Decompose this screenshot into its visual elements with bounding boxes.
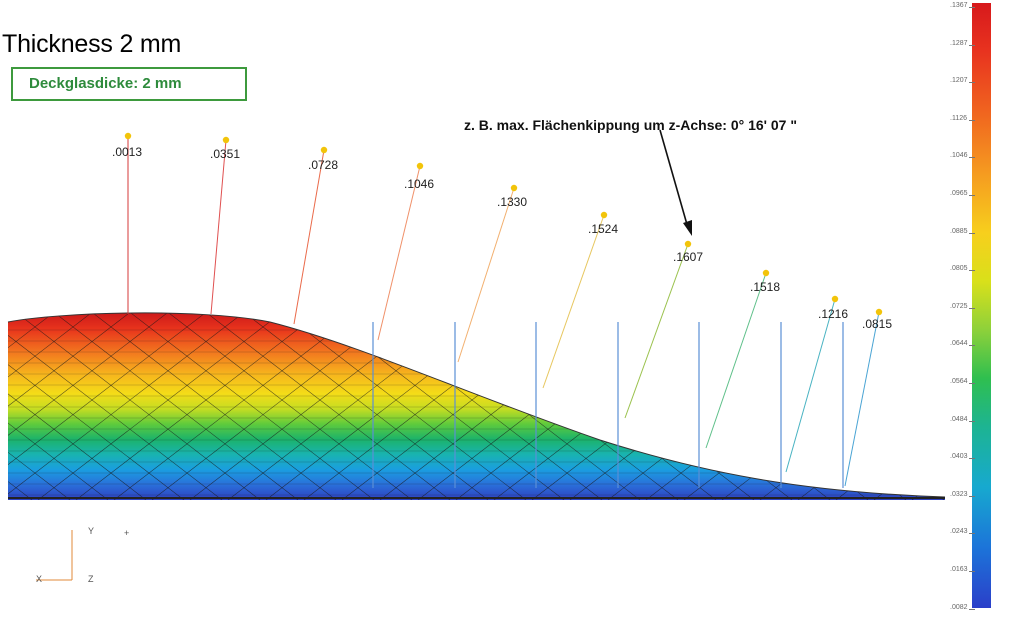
scale-tick-mark	[969, 195, 975, 196]
color-scale-bar	[972, 3, 991, 608]
scale-tick: .1126	[950, 115, 994, 127]
surface-plot	[7, 129, 946, 500]
callout-marker	[124, 132, 132, 140]
scale-tick-mark	[969, 383, 975, 384]
callout-marker	[320, 146, 328, 154]
scale-tick: .1367	[950, 2, 994, 14]
scale-tick-mark	[969, 270, 975, 272]
callout-marker	[762, 269, 770, 277]
scale-tick-mark	[969, 495, 975, 497]
scale-tick-label: .0965	[950, 190, 968, 197]
axis-triad: Y + X Z	[30, 520, 150, 590]
scale-tick-mark	[969, 44, 975, 46]
scale-tick-mark	[969, 533, 975, 535]
callout-marker	[875, 308, 883, 316]
axis-plus: +	[124, 528, 130, 538]
callout-value: .0815	[862, 317, 893, 331]
callout-marker	[416, 162, 424, 170]
scale-tick-label: .0082	[950, 603, 968, 611]
scale-tick: .0725	[950, 303, 994, 315]
reference-lines	[372, 322, 844, 488]
scale-tick-label: .0725	[950, 302, 968, 310]
scale-tick-mark	[969, 157, 975, 159]
scale-tick: .0564	[950, 378, 994, 390]
scale-tick: .0323	[950, 491, 994, 503]
scale-tick: .0082	[950, 604, 994, 616]
scale-tick: .0403	[950, 453, 994, 465]
callout-value: .0351	[210, 147, 241, 161]
scale-tick-label: .1367	[950, 2, 968, 9]
callout-value: .1216	[818, 307, 849, 321]
scale-tick-mark	[969, 119, 975, 121]
scale-tick-mark	[969, 420, 975, 422]
scale-tick: .1287	[950, 40, 994, 52]
scale-tick: .0243	[950, 528, 994, 540]
scale-tick-label: .0243	[950, 528, 968, 536]
callout-value: .1524	[588, 222, 619, 236]
color-scale: .1367 .1287 .1207 .1126 .1046 .0965 .0885 .0805…	[950, 0, 1016, 619]
scale-tick: .0965	[950, 190, 994, 202]
annotation-arrow	[659, 129, 692, 236]
scale-tick: .0644	[950, 340, 994, 352]
scale-tick: .0885	[950, 228, 994, 240]
axis-z-label: Z	[88, 574, 94, 584]
scale-tick-label: .0323	[950, 490, 968, 498]
callout-marker	[510, 184, 518, 192]
scale-tick-label: .1126	[950, 114, 967, 122]
scale-tick-mark	[969, 345, 975, 347]
scale-tick-label: .0484	[950, 415, 968, 423]
axis-y-label: Y	[88, 526, 95, 536]
scale-tick-label: .0644	[950, 340, 968, 348]
scale-tick-label: .0885	[950, 227, 968, 235]
scale-tick: .1046	[950, 152, 994, 164]
callout-value: .1330	[497, 195, 528, 209]
scale-tick-label: .0163	[950, 566, 968, 573]
scale-tick-mark	[969, 307, 975, 309]
scale-tick-mark	[969, 458, 975, 460]
callout-value: .0728	[308, 158, 339, 172]
scale-tick: .1207	[950, 77, 994, 89]
scale-tick-label: .0564	[950, 378, 968, 385]
axis-x-label: X	[36, 574, 43, 584]
callout-marker	[222, 136, 230, 144]
page-title: Thickness 2 mm	[2, 30, 182, 58]
scale-tick: .0163	[950, 566, 994, 578]
callout-marker	[831, 295, 839, 303]
callout-value: .1518	[750, 280, 781, 294]
scale-tick-label: .1207	[950, 77, 968, 85]
scale-tick-label: .0805	[950, 265, 968, 273]
thickness-box-label: Deckglasdicke: 2 mm	[29, 75, 182, 92]
callout-value: .1607	[673, 250, 704, 264]
scale-tick: .0484	[950, 416, 994, 428]
scale-tick-label: .1046	[950, 152, 968, 160]
scale-tick-mark	[969, 7, 975, 8]
scale-tick-mark	[969, 571, 975, 572]
callout-value: .1046	[404, 177, 435, 191]
scale-tick-mark	[969, 608, 975, 610]
callout-value: .0013	[112, 145, 143, 159]
scale-tick-mark	[969, 82, 975, 84]
tilt-annotation: z. B. max. Flächenkippung um z-Achse: 0°…	[464, 117, 797, 133]
scale-tick-mark	[969, 232, 975, 234]
scale-tick: .0805	[950, 265, 994, 277]
callout-marker	[684, 240, 692, 248]
surface-mesh	[7, 312, 946, 500]
thickness-box: Deckglasdicke: 2 mm	[11, 67, 247, 101]
scale-tick-label: .1287	[950, 39, 968, 47]
callout-marker	[600, 211, 608, 219]
callout-leaders	[124, 132, 883, 487]
scale-tick-label: .0403	[950, 453, 968, 461]
